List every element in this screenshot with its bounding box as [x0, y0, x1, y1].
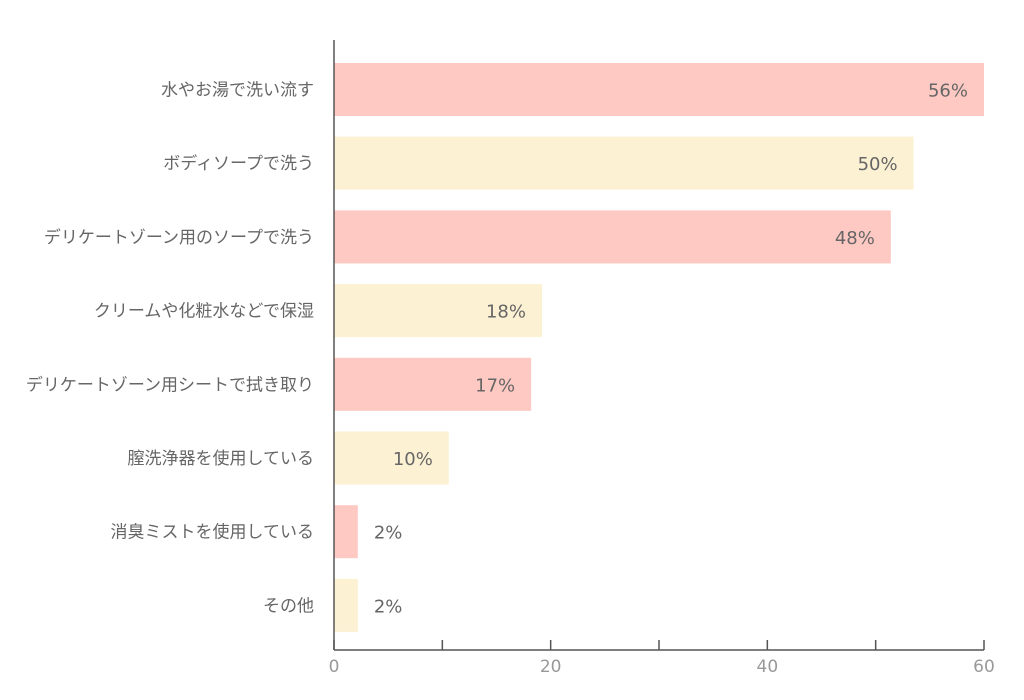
category-label: デリケートゾーン用シートで拭き取り — [26, 374, 314, 395]
value-label: 48% — [835, 228, 875, 249]
category-label: 消臭ミストを使用している — [111, 522, 315, 543]
bar-1 — [334, 136, 914, 190]
value-label: 2% — [374, 523, 403, 544]
value-label: 2% — [374, 596, 403, 617]
value-label: 50% — [858, 154, 898, 175]
value-label: 17% — [475, 375, 515, 396]
bar-4 — [334, 357, 532, 411]
value-label: 18% — [486, 302, 526, 323]
category-label: 水やお湯で洗い流す — [161, 81, 314, 101]
bar-0 — [334, 63, 984, 116]
bars-group: 水やお湯で洗い流す 56% ボディソープで洗う 50% デリケートゾーン用のソープで洗う… — [26, 63, 984, 632]
bar-6 — [334, 505, 358, 559]
value-label: 10% — [393, 449, 433, 470]
bar-3 — [334, 284, 542, 338]
x-tick-label: 40 — [757, 657, 779, 677]
axes-group: 0 20 40 60 — [329, 40, 995, 677]
x-tick-label: 20 — [540, 657, 562, 677]
category-label: ボディソープで洗う — [163, 153, 314, 174]
category-label: 膣洗浄器を使用している — [128, 448, 315, 469]
x-tick-label: 0 — [329, 657, 340, 677]
category-label: その他 — [263, 596, 314, 616]
bar-5 — [334, 431, 449, 485]
category-label: クリームや化粧水などで保湿 — [94, 302, 314, 322]
x-tick-label: 60 — [973, 657, 995, 677]
value-label: 56% — [928, 81, 968, 102]
bar-2 — [334, 210, 891, 264]
category-label: デリケートゾーン用のソープで洗う — [44, 227, 314, 248]
bar-7 — [334, 578, 358, 632]
